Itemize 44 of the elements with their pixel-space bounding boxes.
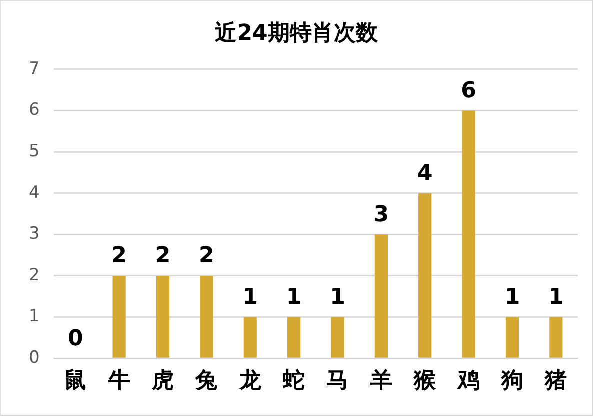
data-label: 2 <box>155 244 171 269</box>
y-tick-label: 5 <box>28 141 40 162</box>
y-tick-label: 1 <box>28 306 40 327</box>
data-label: 1 <box>242 285 258 310</box>
data-label: 0 <box>68 326 84 352</box>
data-label: 2 <box>112 244 127 269</box>
x-tick-label: 龙 <box>238 368 262 394</box>
bar <box>331 317 344 358</box>
y-tick-label: 2 <box>28 265 40 286</box>
x-tick-label: 羊 <box>369 368 392 394</box>
chart-title: 近24期特肖次数 <box>214 20 379 46</box>
x-tick-label: 蛇 <box>282 368 306 394</box>
x-tick-label: 鼠 <box>64 368 87 394</box>
data-label: 3 <box>374 202 390 228</box>
bar <box>418 193 432 358</box>
bar <box>112 276 126 358</box>
x-tick-label: 兔 <box>194 368 218 394</box>
x-tick-label: 马 <box>326 368 349 394</box>
bar <box>200 276 214 358</box>
data-label: 4 <box>417 161 433 186</box>
x-tick-label: 牛 <box>107 368 130 394</box>
bar <box>244 317 257 358</box>
y-tick-label: 4 <box>28 182 40 203</box>
x-tick-label: 狗 <box>500 368 524 394</box>
y-tick-label: 6 <box>28 100 40 120</box>
bar <box>550 317 563 358</box>
data-label: 2 <box>199 244 214 269</box>
data-label: 1 <box>504 285 520 310</box>
data-label: 1 <box>548 285 564 310</box>
x-tick-label: 猴 <box>413 368 438 394</box>
bar <box>462 110 476 358</box>
x-tick-label: 猪 <box>544 368 568 394</box>
data-label: 6 <box>461 78 476 104</box>
data-label: 1 <box>330 285 346 310</box>
bar <box>506 317 520 358</box>
y-tick-label: 7 <box>28 58 40 79</box>
data-label: 1 <box>286 285 302 310</box>
bar <box>156 276 170 358</box>
x-tick-label: 鸡 <box>456 368 480 394</box>
x-tick-label: 虎 <box>151 368 174 394</box>
bar <box>374 234 388 358</box>
y-tick-label: 0 <box>28 348 40 368</box>
y-tick-label: 3 <box>28 224 40 244</box>
bar <box>288 317 301 358</box>
